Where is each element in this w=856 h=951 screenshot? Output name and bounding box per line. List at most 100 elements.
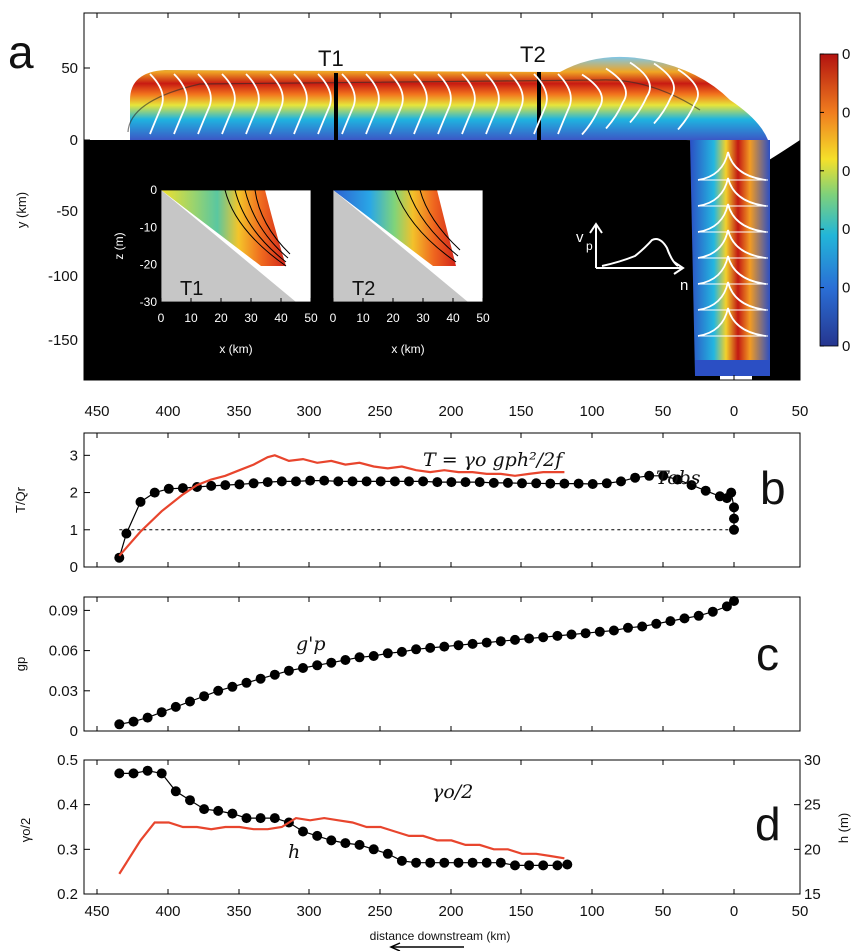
inset-xtick-label: 50 xyxy=(304,311,318,325)
velocity-profile xyxy=(697,307,767,337)
data-point xyxy=(291,476,301,487)
velocity-profile xyxy=(697,151,767,181)
data-point xyxy=(241,677,252,688)
velocity-profile xyxy=(697,255,767,285)
inset-t2-label: T2 xyxy=(352,278,375,300)
panel-c-ylabel: gp xyxy=(13,657,28,671)
gp-annotation: g'p xyxy=(296,633,326,655)
panel-d-xtick-label: 50 xyxy=(655,903,672,920)
panel-d-xtick-label: 400 xyxy=(155,903,180,920)
data-point xyxy=(453,857,464,868)
velocity-profile xyxy=(341,73,356,135)
panel-d-ytick-label: 0.5 xyxy=(57,752,78,769)
panel-a-xtick-label: 250 xyxy=(367,403,392,420)
panel-a-ytick-label: 50 xyxy=(61,60,78,77)
model-annotation: T = γo gph²/2f xyxy=(423,449,565,471)
inset-xtick-label: 10 xyxy=(184,311,198,325)
velocity-profile xyxy=(461,73,476,135)
data-point xyxy=(637,621,648,632)
data-point xyxy=(510,634,520,645)
panel-d-xtick-label: 250 xyxy=(367,903,392,920)
data-point xyxy=(644,470,655,481)
panel-a-xtick-label: 50 xyxy=(792,403,809,420)
velocity-profile xyxy=(533,73,548,135)
data-point xyxy=(495,636,506,647)
data-point xyxy=(170,786,181,797)
panel-d-xtick-label: 350 xyxy=(226,903,251,920)
data-point xyxy=(623,622,633,633)
inset-t1-xlabel: x (km) xyxy=(219,342,252,356)
velocity-profile xyxy=(509,73,524,135)
data-point xyxy=(333,476,344,487)
data-point xyxy=(474,477,485,488)
inset-xtick-label: 0 xyxy=(158,311,165,325)
data-point xyxy=(234,479,245,490)
panel-d-ytick-label-right: 25 xyxy=(804,797,821,814)
data-point xyxy=(382,648,393,659)
data-point xyxy=(213,685,224,696)
series-line-model xyxy=(118,454,565,557)
data-point xyxy=(340,838,351,849)
schematic-n-label: n xyxy=(680,277,688,294)
panel-c-ytick-label: 0 xyxy=(70,723,78,740)
velocity-profile xyxy=(293,73,308,135)
panel-d-xtick-label: 0 xyxy=(730,903,738,920)
data-point xyxy=(368,844,379,855)
velocity-profile xyxy=(677,68,699,131)
data-point xyxy=(156,707,167,718)
data-point xyxy=(630,472,641,483)
data-point xyxy=(283,665,294,676)
data-point xyxy=(128,716,139,727)
panel-letter-d: d xyxy=(755,798,781,850)
panel-d-ytick-label: 0.2 xyxy=(57,886,78,903)
inset-ytick-label: 0 xyxy=(150,183,157,197)
panel-a-ytick-label: -100 xyxy=(48,268,78,285)
velocity-profile xyxy=(149,73,164,135)
velocity-profile xyxy=(245,73,260,135)
data-point xyxy=(562,859,573,870)
schematic-v-sub: p xyxy=(586,239,593,253)
data-point xyxy=(312,660,323,671)
inset-t1-label: T1 xyxy=(180,278,203,300)
inset-xtick-label: 30 xyxy=(244,311,258,325)
data-point xyxy=(460,477,471,488)
data-point xyxy=(580,628,591,639)
velocity-profile xyxy=(581,73,603,136)
inset-t2: T2 x (km) 0 10 20 30 40 50 xyxy=(330,189,490,356)
series-line-model xyxy=(118,816,565,875)
velocity-profile xyxy=(221,73,236,135)
data-point xyxy=(726,487,737,498)
data-point xyxy=(368,651,379,661)
inset-xtick-label: 10 xyxy=(356,311,370,325)
inset-xtick-label: 40 xyxy=(274,311,288,325)
profile-schematic xyxy=(589,222,685,275)
transect-t2-label: T2 xyxy=(520,42,546,67)
data-point xyxy=(693,610,704,621)
data-point xyxy=(354,652,365,663)
data-point xyxy=(276,476,287,487)
data-point xyxy=(453,640,464,651)
data-point xyxy=(411,857,422,868)
data-point xyxy=(396,646,407,657)
velocity-profile xyxy=(317,73,332,135)
data-point xyxy=(566,629,577,640)
data-point xyxy=(227,681,238,692)
downstream-arrow xyxy=(389,942,464,951)
data-point xyxy=(121,528,132,539)
data-point xyxy=(524,633,535,644)
data-point xyxy=(298,826,308,837)
colorbar-tick-label: 0 xyxy=(842,104,850,121)
panel-b-ylabel: T/Qr xyxy=(13,486,28,513)
data-point xyxy=(425,642,436,653)
panel-a-xtick-label: 300 xyxy=(296,403,321,420)
data-point xyxy=(446,477,457,488)
panel-b-ytick-label: 3 xyxy=(70,447,78,464)
data-point xyxy=(700,485,711,496)
data-point xyxy=(651,618,662,629)
data-point xyxy=(255,673,266,684)
data-point xyxy=(517,478,527,489)
data-point xyxy=(149,487,160,498)
colorbar-tick-label: 0 xyxy=(842,46,850,63)
velocity-profile xyxy=(697,229,767,259)
